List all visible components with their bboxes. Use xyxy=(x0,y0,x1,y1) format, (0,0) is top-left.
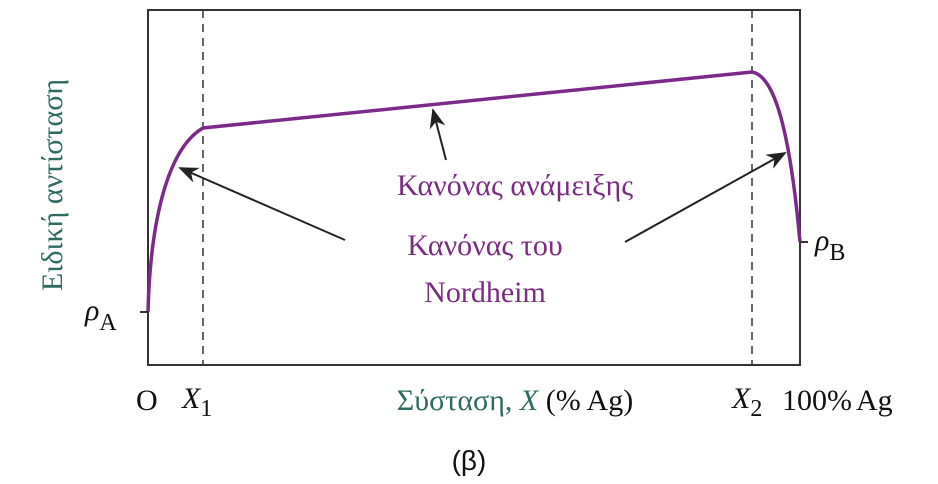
x-label-part: Σύσταση, xyxy=(397,384,520,417)
nordheim-label: Nordheim xyxy=(424,276,546,309)
subscript: 1 xyxy=(200,396,212,422)
label-part: Ag xyxy=(856,384,893,417)
rho-a: ρA xyxy=(84,294,117,336)
y-axis-label: Ειδική αντίσταση xyxy=(36,79,69,291)
origin-label: O xyxy=(136,384,158,417)
x1-label: X1 xyxy=(181,382,212,422)
mixing-rule-label: Κανόνας ανάμειξης xyxy=(397,169,633,202)
x-label-part: X xyxy=(519,384,540,417)
arrow xyxy=(178,167,346,241)
caption: (β) xyxy=(452,445,487,476)
subscript: B xyxy=(829,240,845,266)
symbol: X xyxy=(731,382,752,415)
subscript: 2 xyxy=(750,396,762,422)
symbol: ρ xyxy=(84,294,99,327)
resistivity-curve xyxy=(146,70,802,313)
symbol: X xyxy=(181,382,202,415)
subscript: A xyxy=(99,310,117,336)
arrow xyxy=(624,152,787,243)
end-label: 100% Ag xyxy=(782,384,893,417)
symbol: ρ xyxy=(814,224,829,257)
label-part: 100% xyxy=(782,384,852,417)
x-label-part: (% Ag) xyxy=(538,384,633,417)
x-axis-label: Σύσταση, X (% Ag) xyxy=(397,384,633,417)
rho-b: ρB xyxy=(814,224,845,266)
x2-label: X2 xyxy=(731,382,762,422)
plot-frame xyxy=(147,9,801,366)
arrow xyxy=(429,108,447,161)
nordheim-label: Κανόνας του xyxy=(407,229,562,262)
